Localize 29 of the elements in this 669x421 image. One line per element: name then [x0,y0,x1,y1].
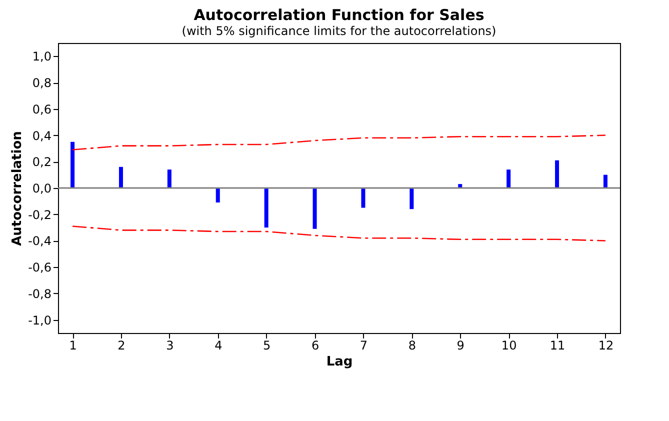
x-tick-label: 9 [456,338,464,352]
x-tick-label: 10 [501,338,517,352]
y-tick-label: -0,8 [28,286,52,301]
x-tick-label: 2 [118,338,126,352]
chart-subtitle: (with 5% significance limits for the autocorrelations) [182,24,496,38]
y-tick-label: -0,4 [28,234,52,248]
y-tick-label: -0,6 [28,260,52,275]
x-tick-label: 11 [550,338,566,352]
x-tick-label: 3 [166,338,174,352]
x-axis-title: Lag [326,354,353,370]
y-tick-label: -1,0 [28,313,52,328]
line-series [72,134,606,150]
x-tick-label: 1 [69,338,77,352]
x-tick-label: 6 [311,338,320,352]
y-tick-label: 0,8 [32,76,52,90]
x-tick-label: 7 [360,338,368,352]
line-series [72,226,606,242]
x-tick-label: 12 [598,338,614,352]
x-tick-label: 5 [263,338,271,352]
y-tick-label: 0,0 [32,182,52,196]
y-tick-label: 0,6 [32,102,52,116]
y-tick-label: 0,2 [32,155,52,170]
chart-title: Autocorrelation Function for Sales [194,6,484,24]
x-tick-label: 8 [408,338,416,352]
x-tick-label: 4 [214,338,222,352]
y-tick-label: -0,2 [28,208,52,222]
y-tick-label: 1,0 [32,50,52,64]
y-axis-title: Autocorrelation [10,131,26,246]
y-tick-label: 0,4 [32,128,52,143]
